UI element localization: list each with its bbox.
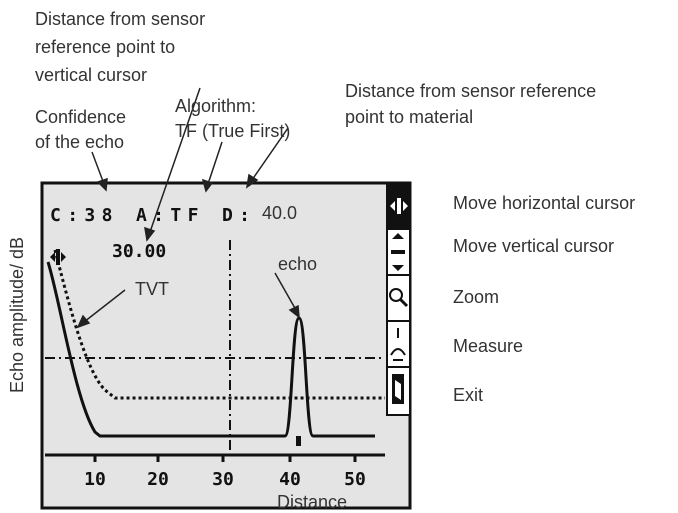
annotation-text: Distance from sensor reference [345, 81, 596, 101]
annotation-text: Algorithm: [175, 96, 256, 116]
annotation-text: point to material [345, 107, 473, 127]
diagram: Distance from sensor reference point to ve… [0, 0, 678, 513]
screen-distance: 40.0 [262, 203, 297, 223]
cursor-value: 30.00 [112, 241, 166, 262]
x-tick-label: 50 [344, 469, 366, 490]
annotation-text: of the echo [35, 132, 124, 152]
x-tick-label: 40 [279, 469, 301, 490]
icon-label: Move vertical cursor [453, 236, 614, 256]
x-axis-label: Distance [277, 492, 347, 512]
tvt-label: TVT [135, 279, 169, 299]
icon-label: Exit [453, 385, 483, 405]
annotation-text: vertical cursor [35, 65, 147, 85]
icon-label: Move horizontal cursor [453, 193, 635, 213]
x-tick-label: 10 [84, 469, 106, 490]
icon-label: Zoom [453, 287, 499, 307]
icon-label: Measure [453, 336, 523, 356]
annotation-text: Confidence [35, 107, 126, 127]
annotation-text: Distance from sensor [35, 9, 205, 29]
echo-label: echo [278, 254, 317, 274]
x-tick-label: 30 [212, 469, 234, 490]
annotation-text: reference point to [35, 37, 175, 57]
y-axis-label: Echo amplitude/ dB [7, 237, 27, 393]
echo-marker [296, 436, 301, 446]
annotation-text: TF (True First) [175, 121, 290, 141]
x-tick-label: 20 [147, 469, 169, 490]
